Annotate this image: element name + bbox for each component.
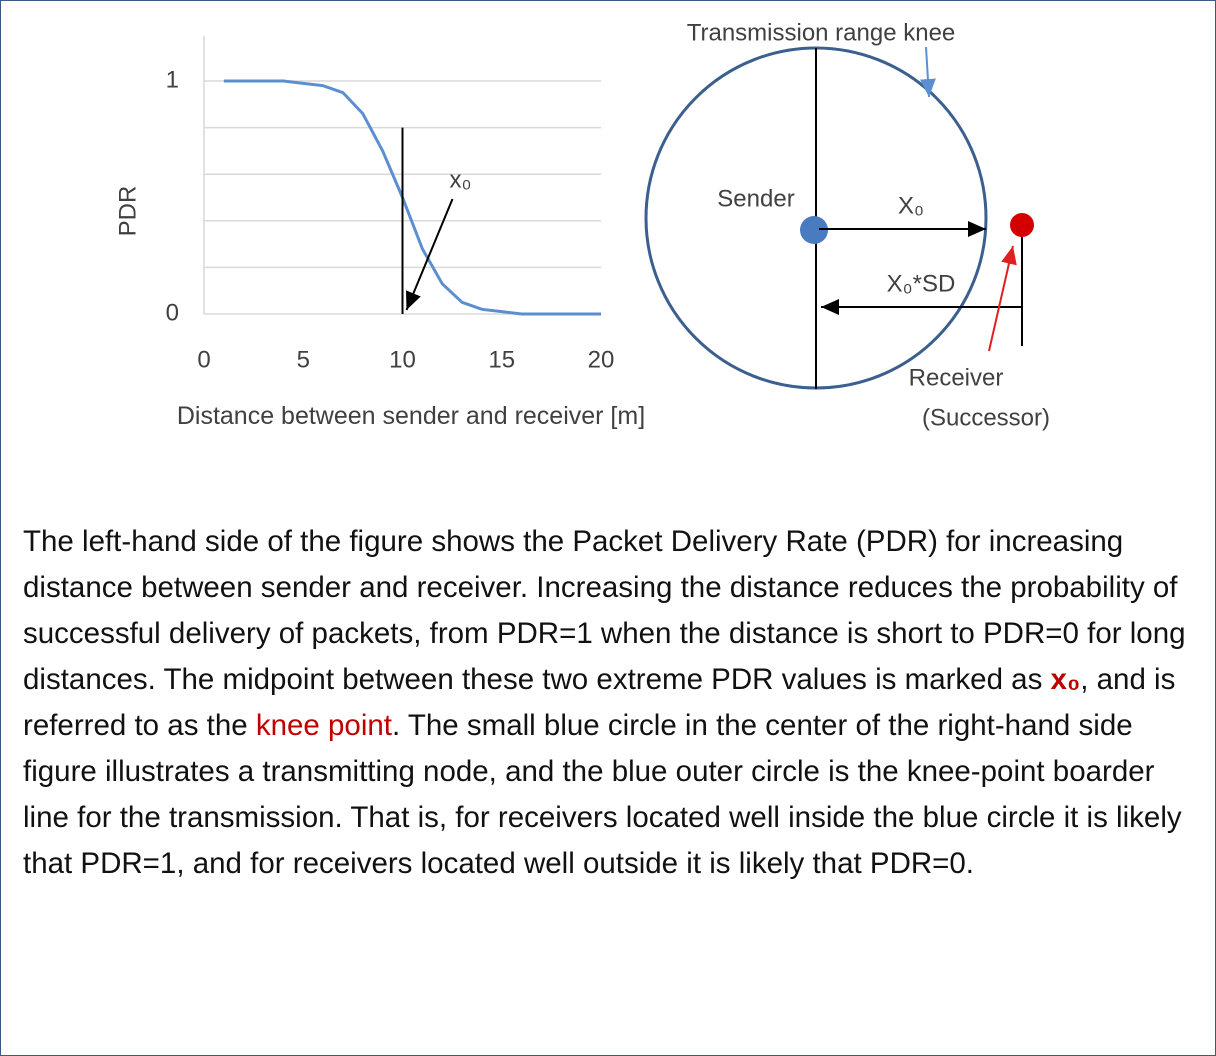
x0sd-label: X₀*SD xyxy=(887,270,956,297)
receiver-arrow xyxy=(988,245,1017,352)
x0-label: X₀ xyxy=(898,192,924,219)
caption-text: , and is referred to as the xyxy=(23,663,1176,742)
knee-arrow xyxy=(405,198,454,311)
x-tick-label: 15 xyxy=(488,346,515,373)
caption-text: The left-hand side of the figure shows t… xyxy=(23,525,1186,696)
caption-x0: x₀ xyxy=(1050,663,1081,696)
y-tick-label: 0 xyxy=(166,299,179,326)
line-series xyxy=(223,79,601,316)
top-label: Transmission range knee xyxy=(687,19,956,46)
receiver-label: Receiver xyxy=(909,364,1004,391)
knee-arrow xyxy=(919,46,936,98)
receiver-node xyxy=(1010,213,1034,237)
y-axis-label: PDR xyxy=(114,186,141,237)
y-tick-label: 1 xyxy=(166,66,179,93)
caption: The left-hand side of the figure shows t… xyxy=(23,519,1203,887)
caption-text: . The small blue circle in the center of… xyxy=(23,709,1182,880)
caption-knee: knee point xyxy=(255,709,392,742)
x-tick-label: 5 xyxy=(297,346,310,373)
x-axis-label: Distance between sender and receiver [m] xyxy=(176,402,646,430)
x-tick-label: 10 xyxy=(389,346,416,373)
successor-label: (Successor) xyxy=(922,404,1050,431)
knee-label: x₀ xyxy=(450,166,472,193)
diagram: Transmission range knee Sender X₀ X₀*SD … xyxy=(644,19,1050,431)
x-tick-label: 20 xyxy=(588,346,615,373)
sender-label: Sender xyxy=(717,185,794,212)
x-tick-label: 0 xyxy=(197,346,210,373)
sender-node xyxy=(800,216,828,244)
